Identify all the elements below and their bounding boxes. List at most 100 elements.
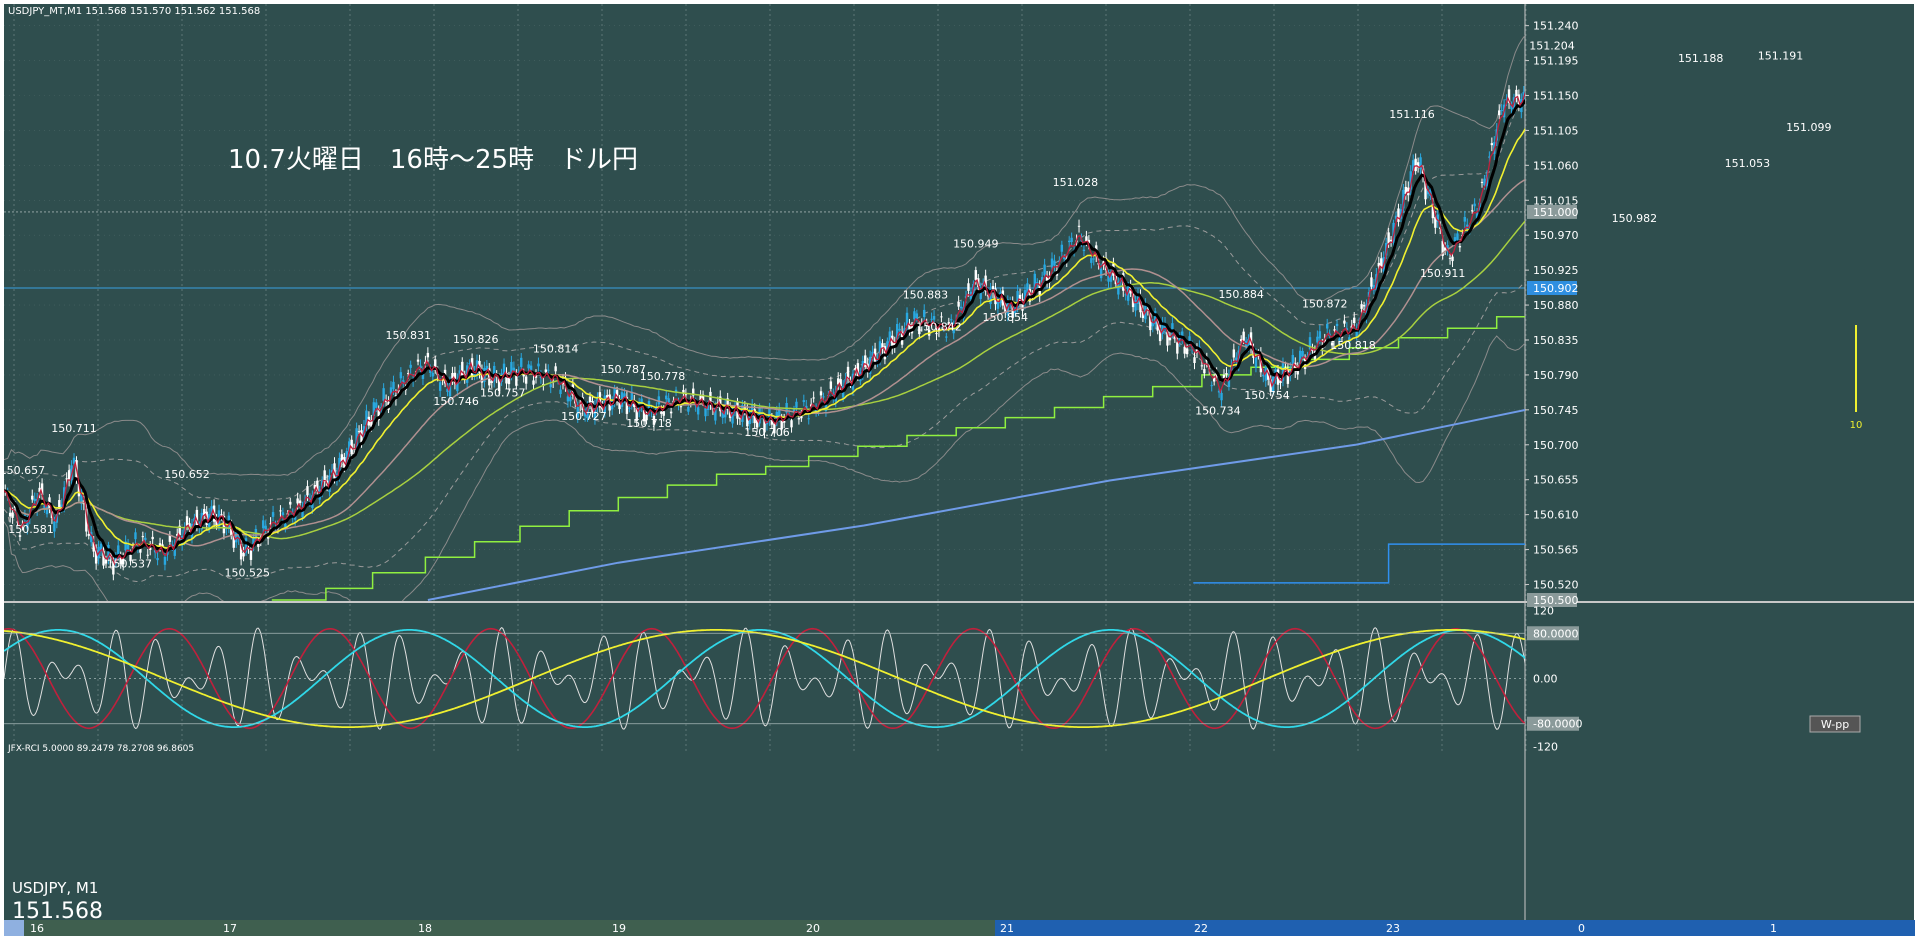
- candle-body: [515, 375, 518, 386]
- candle-body: [893, 342, 896, 347]
- candle-body: [1090, 258, 1093, 263]
- candle-body: [773, 423, 776, 434]
- candle-body: [195, 509, 199, 526]
- candle-body: [156, 558, 159, 561]
- rci-tick-label: 80.0000: [1533, 627, 1579, 640]
- candle-body: [1505, 99, 1508, 101]
- candle-body: [31, 495, 34, 500]
- candle-body: [168, 534, 172, 542]
- time-tick-label: 20: [806, 922, 820, 935]
- candle-body: [480, 370, 484, 383]
- candle-body: [323, 470, 326, 482]
- candle-body: [721, 412, 724, 418]
- candle-body: [497, 377, 501, 391]
- wpp-label: W-pp: [1821, 718, 1849, 731]
- candle-body: [947, 322, 950, 326]
- candle-body: [1500, 110, 1503, 112]
- candle-body: [124, 541, 127, 551]
- candle-body: [512, 367, 516, 371]
- peak-label: 150.757: [480, 387, 526, 400]
- candle-body: [696, 407, 700, 415]
- peak-label: 150.525: [225, 567, 271, 580]
- candle-body: [770, 417, 774, 425]
- candle-body: [43, 505, 46, 509]
- candle-body: [289, 501, 292, 505]
- candle-body: [1092, 258, 1095, 260]
- candle-body: [1419, 157, 1422, 170]
- rci-tick-label: -120: [1533, 740, 1558, 753]
- candle-body: [1372, 285, 1376, 291]
- candle-body: [1338, 338, 1341, 341]
- candle-body: [409, 364, 412, 368]
- candle-body: [1311, 349, 1314, 351]
- candle-body: [90, 532, 93, 543]
- candle-body: [1151, 322, 1154, 327]
- candle-body: [930, 318, 933, 320]
- price-tick-label: 151.015: [1533, 194, 1579, 207]
- candle-body: [812, 397, 815, 399]
- candle-body: [1377, 262, 1381, 267]
- candle-body: [598, 392, 602, 408]
- candle-body: [1298, 350, 1302, 365]
- candle-body: [502, 363, 506, 375]
- time-tick-label: 19: [612, 922, 626, 935]
- candle-body: [898, 328, 901, 331]
- candle-body: [1227, 375, 1231, 387]
- candle-body: [1463, 216, 1467, 222]
- candle-body: [1262, 374, 1265, 377]
- candle-body: [456, 379, 459, 392]
- candle-body: [431, 372, 434, 377]
- candle-body: [429, 369, 432, 373]
- candle-body: [1117, 281, 1120, 295]
- candle-body: [642, 410, 646, 422]
- peak-label: 150.581: [8, 523, 54, 536]
- candle-body: [1345, 328, 1349, 330]
- candle-body: [451, 373, 454, 379]
- marker-label: 10: [1850, 420, 1863, 431]
- symbol-info: USDJPY_MT,M1 151.568 151.570 151.562 151…: [8, 6, 260, 17]
- candle-body: [488, 368, 491, 386]
- candle-body: [797, 417, 801, 420]
- wpp-box[interactable]: [1809, 715, 1861, 733]
- candle-body: [1333, 329, 1336, 331]
- candle-body: [1181, 331, 1184, 339]
- candle-body: [1480, 181, 1484, 183]
- candle-body: [1053, 260, 1056, 266]
- candle-body: [1409, 171, 1412, 190]
- candle-body: [38, 487, 41, 492]
- candle-body: [669, 411, 673, 414]
- candle-body: [1016, 291, 1019, 308]
- candle-body: [864, 355, 867, 367]
- candle-body: [1036, 282, 1039, 284]
- candle-body: [357, 431, 361, 433]
- candle-body: [1185, 348, 1189, 355]
- candle-body: [33, 498, 36, 502]
- candle-body: [1210, 385, 1213, 387]
- peak-label: 150.814: [533, 342, 579, 355]
- candle-body: [1470, 210, 1474, 212]
- rci-tag-box: [1527, 626, 1579, 641]
- ma-green-line: [4, 220, 1525, 540]
- candle-body: [416, 359, 420, 362]
- peak-label: 150.734: [1195, 404, 1241, 417]
- candle-body: [1326, 323, 1329, 329]
- candle-body: [269, 523, 272, 525]
- candle-body: [581, 396, 584, 410]
- candle-body: [746, 410, 749, 427]
- candle-body: [1063, 257, 1066, 260]
- candle-body: [1109, 272, 1113, 282]
- candle-body: [1473, 203, 1476, 207]
- candle-body: [1107, 275, 1110, 282]
- candle-body: [1490, 143, 1494, 146]
- candle-body: [13, 505, 17, 508]
- candle-body: [679, 406, 683, 408]
- candle-body: [534, 374, 538, 378]
- candle-body: [45, 507, 49, 515]
- candle-body: [126, 544, 130, 550]
- candle-body: [932, 316, 936, 320]
- price-tag-box: [1527, 593, 1577, 607]
- candle-body: [1431, 203, 1435, 219]
- candle-body: [1085, 236, 1088, 243]
